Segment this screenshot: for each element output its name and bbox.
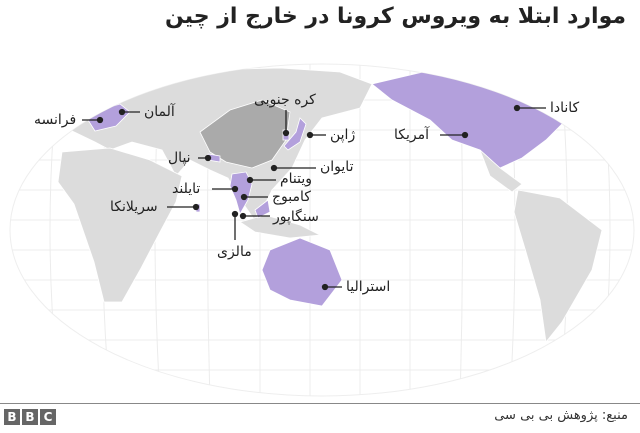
label-thailand: تایلند [172, 181, 201, 197]
label-leaders [82, 104, 546, 291]
source-note: منبع: پژوهش بی بی سی [494, 408, 628, 423]
malaysia-affected [254, 199, 271, 219]
central-america-land [479, 149, 523, 193]
logo-letter: C [40, 409, 56, 425]
label-sri-lanka: سریلانکا [110, 199, 158, 215]
indonesia-land [239, 214, 322, 239]
south-america-land [513, 189, 603, 343]
label-japan: ژاپن [330, 127, 356, 143]
label-cambodia: کامبوج [272, 189, 311, 205]
label-nepal: نپال [168, 150, 191, 166]
label-singapore: سنگاپور [273, 209, 319, 225]
label-south-korea: کره جنوبی [254, 92, 316, 108]
label-france: فرانسه [34, 112, 77, 128]
label-australia: استرالیا [346, 279, 391, 295]
bbc-logo: B B C [4, 409, 56, 425]
label-canada: کانادا [550, 100, 580, 116]
southeast-asia-affected [229, 171, 253, 216]
footer-divider [0, 403, 640, 404]
chart-title: موارد ابتلا به ویروس کرونا در خارج از چی… [164, 4, 626, 29]
australia-affected [261, 237, 343, 307]
logo-letter: B [4, 409, 20, 425]
japan-affected [283, 117, 307, 151]
label-vietnam: ویتنام [280, 171, 313, 187]
logo-letter: B [22, 409, 38, 425]
label-taiwan: تایوان [320, 159, 354, 175]
label-germany: آلمان [144, 104, 175, 120]
label-malaysia: مالزی [217, 244, 252, 260]
africa-land [57, 147, 183, 303]
label-usa: آمریکا [394, 127, 430, 143]
